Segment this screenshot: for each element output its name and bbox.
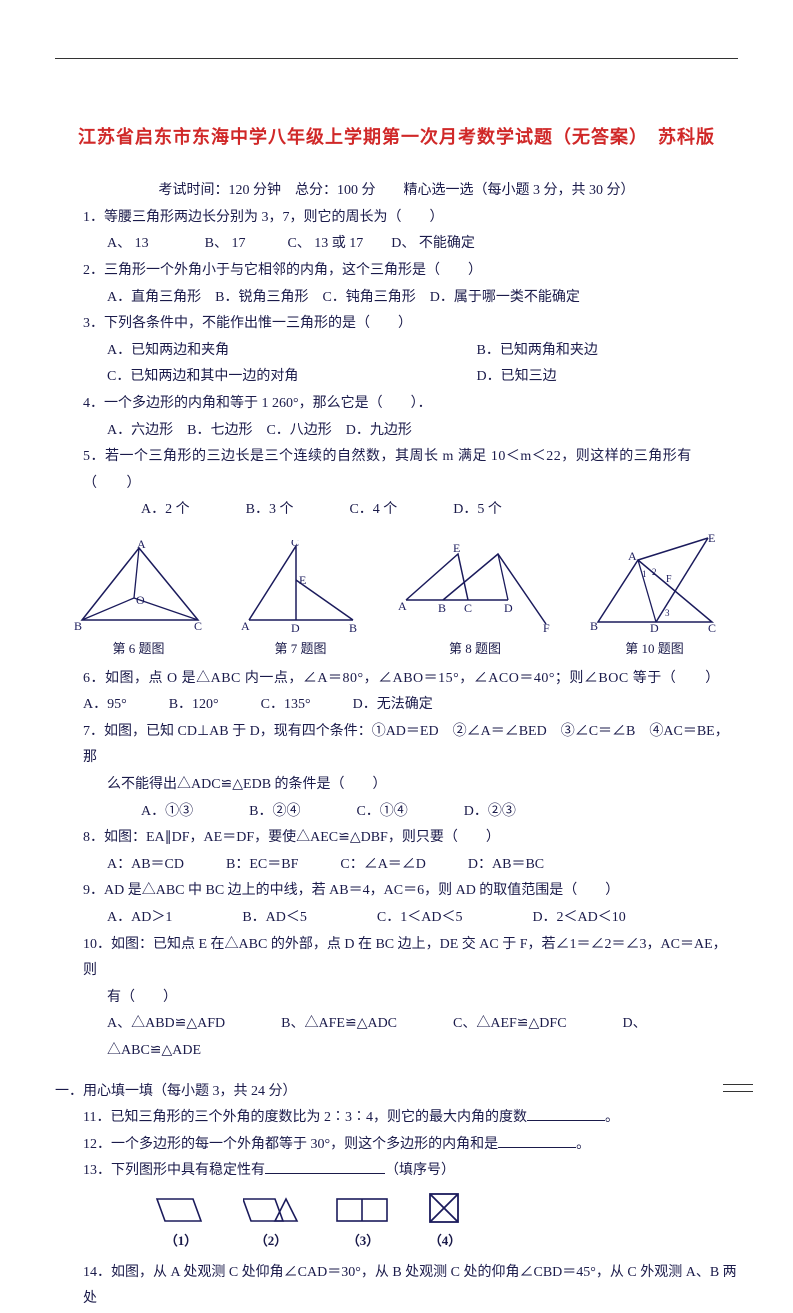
blank-field[interactable]	[265, 1159, 385, 1174]
svg-text:B: B	[590, 619, 598, 633]
q3-a: A．已知两边和夹角	[107, 338, 449, 365]
shape-4: （4）	[427, 1191, 463, 1254]
q5-opts: A．2 个 B．3 个 C．4 个 D．5 个	[141, 497, 738, 524]
fig8-cap: 第 8 题图	[398, 637, 553, 662]
exam-info: 考试时间：120 分钟 总分：100 分 精心选一选（每小题 3 分，共 30 …	[55, 178, 738, 205]
blank-field[interactable]	[527, 1106, 605, 1121]
fig6: A B C O 第 6 题图	[74, 540, 204, 662]
q2-opts: A．直角三角形 B．锐角三角形 C．钝角三角形 D．属于哪一类不能确定	[107, 285, 738, 312]
q4-opts: A．六边形 B．七边形 C．八边形 D．九边形	[107, 418, 738, 445]
svg-text:B: B	[74, 619, 82, 633]
q13: 13．下列图形中具有稳定性有 （填序号）	[83, 1158, 738, 1185]
q12-pre: 12．一个多边形的每一个外角都等于 30°，则这个多边形的内角和是	[83, 1137, 498, 1152]
fig6-cap: 第 6 题图	[74, 637, 204, 662]
q7-stem: 7．如图，已知 CD⊥AB 于 D，现有四个条件：①AD＝ED ②∠A＝∠BED…	[83, 719, 738, 772]
svg-text:3: 3	[665, 608, 670, 618]
figure-row: A B C O 第 6 题图 C E A D B 第 7 题图 E A B C	[55, 530, 738, 662]
shape2-lab: （2）	[243, 1229, 299, 1254]
square-x-icon	[427, 1191, 463, 1225]
q7-opts: A．①③ B．②④ C．①④ D．②③	[141, 799, 738, 826]
svg-text:E: E	[708, 531, 715, 545]
svg-text:F: F	[666, 574, 672, 585]
q10-stem: 10．如图：已知点 E 在△ABC 的外部，点 D 在 BC 边上，DE 交 A…	[83, 932, 738, 985]
svg-text:A: A	[398, 599, 407, 613]
page-marker	[723, 1084, 753, 1092]
fig10: A B D C E F 1 2 3 第 10 题图	[590, 530, 720, 662]
triangle-cd-icon: C E A D B	[241, 540, 361, 635]
q11-post: 。	[605, 1110, 619, 1125]
q1-stem: 1．等腰三角形两边长分别为 3，7，则它的周长为（ ）	[83, 205, 738, 232]
q13-post: （填序号）	[385, 1163, 455, 1178]
q3-b: B．已知两角和夹边	[477, 338, 598, 365]
svg-text:A: A	[241, 619, 250, 633]
shape1-lab: （1）	[155, 1229, 207, 1254]
svg-text:C: C	[708, 621, 716, 635]
shape3-lab: （3）	[335, 1229, 391, 1254]
svg-text:D: D	[650, 621, 659, 635]
outer-point-icon: A B D C E F 1 2 3	[590, 530, 720, 635]
q6-opts: A．95° B．120° C．135° D．无法确定	[83, 692, 738, 719]
svg-text:A: A	[137, 540, 146, 551]
svg-text:E: E	[453, 541, 460, 555]
svg-text:B: B	[349, 621, 357, 635]
q1-opts: A、 13 B、 17 C、 13 或 17 D、 不能确定	[107, 231, 738, 258]
q3-d: D．已知三边	[477, 364, 557, 391]
shape-2: （2）	[243, 1195, 299, 1254]
svg-text:F: F	[543, 621, 550, 635]
svg-text:B: B	[438, 601, 446, 615]
svg-text:D: D	[291, 621, 300, 635]
q6-stem: 6．如图，点 O 是△ABC 内一点，∠A＝80°，∠ABO＝15°，∠ACO＝…	[83, 666, 738, 693]
q13-stem: 13．下列图形中具有稳定性有	[83, 1163, 265, 1178]
q3-stem: 3．下列各条件中，不能作出惟一三角形的是（ ）	[83, 311, 738, 338]
q4-stem: 4．一个多边形的内角和等于 1 260°，那么它是（ ）．	[83, 391, 738, 418]
svg-text:E: E	[299, 573, 306, 587]
blank-field[interactable]	[498, 1132, 576, 1147]
q9-stem: 9．AD 是△ABC 中 BC 边上的中线，若 AB＝4，AC＝6，则 AD 的…	[83, 878, 738, 905]
svg-text:D: D	[504, 601, 513, 615]
svg-text:1: 1	[642, 569, 647, 579]
q2-stem: 2．三角形一个外角小于与它相邻的内角，这个三角形是（ ）	[83, 258, 738, 285]
q3-c: C．已知两边和其中一边的对角	[107, 364, 449, 391]
q11: 11．已知三角形的三个外角的度数比为 2∶3∶4，则它的最大内角的度数 。	[83, 1105, 738, 1132]
q7-stem2: 么不能得出△ADC≌△EDB 的条件是（ ）	[107, 772, 738, 799]
svg-text:A: A	[628, 549, 637, 563]
svg-text:C: C	[464, 601, 472, 615]
parallel-tri-icon: E A B C D F	[398, 540, 553, 635]
fig7-cap: 第 7 题图	[241, 637, 361, 662]
shape4-lab: （4）	[427, 1229, 463, 1254]
q10-stem2: 有（ ）	[107, 985, 738, 1012]
q8-opts: A：AB＝CD B：EC＝BF C：∠A＝∠D D：AB＝BC	[107, 852, 738, 879]
svg-text:2: 2	[652, 567, 657, 577]
q8-stem: 8．如图：EA∥DF，AE＝DF，要使△AEC≌△DBF，则只要（ ）	[83, 825, 738, 852]
parallelogram-icon	[155, 1195, 207, 1225]
page-title: 江苏省启东市东海中学八年级上学期第一次月考数学试题（无答案） 苏科版	[55, 120, 738, 154]
q9-opts: A．AD＞1 B．AD＜5 C．1＜AD＜5 D．2＜AD＜10	[107, 905, 738, 932]
q14: 14．如图，从 A 处观测 C 处仰角∠CAD＝30°，从 B 处观测 C 处的…	[83, 1260, 738, 1313]
q5-stem: 5．若一个三角形的三边长是三个连续的自然数，其周长 m 满足 10＜m＜22，则…	[83, 444, 738, 497]
fig7: C E A D B 第 7 题图	[241, 540, 361, 662]
svg-text:C: C	[194, 619, 202, 633]
fig10-cap: 第 10 题图	[590, 637, 720, 662]
para-tri-icon	[243, 1195, 299, 1225]
svg-text:C: C	[291, 540, 299, 549]
q10-opts: A、△ABD≌△AFD B、△AFE≌△ADC C、△AEF≌△DFC D、△A…	[107, 1011, 738, 1064]
fig8: E A B C D F 第 8 题图	[398, 540, 553, 662]
shape-1: （1）	[155, 1195, 207, 1254]
section2-heading: 一．用心填一填（每小题 3，共 24 分）	[55, 1079, 738, 1106]
shape-row: （1） （2） （3） （4）	[155, 1191, 738, 1254]
triangle-o-icon: A B C O	[74, 540, 204, 635]
q11-pre: 11．已知三角形的三个外角的度数比为 2∶3∶4，则它的最大内角的度数	[83, 1110, 527, 1125]
top-rule	[55, 58, 738, 59]
q12-post: 。	[576, 1137, 590, 1152]
double-rect-icon	[335, 1195, 391, 1225]
shape-3: （3）	[335, 1195, 391, 1254]
q12: 12．一个多边形的每一个外角都等于 30°，则这个多边形的内角和是 。	[83, 1132, 738, 1159]
svg-text:O: O	[136, 593, 145, 607]
